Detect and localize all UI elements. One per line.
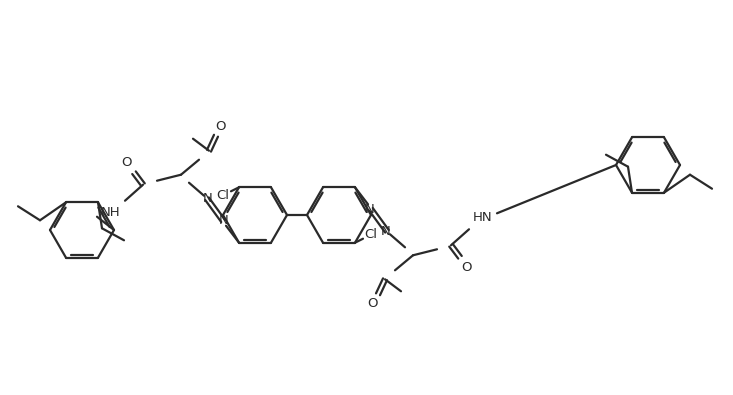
- Text: N: N: [203, 192, 213, 205]
- Text: N: N: [219, 214, 229, 227]
- Text: N: N: [381, 225, 391, 238]
- Text: O: O: [216, 120, 226, 133]
- Text: NH: NH: [101, 206, 121, 219]
- Text: N: N: [365, 203, 375, 216]
- Text: Cl: Cl: [364, 228, 377, 241]
- Text: HN: HN: [474, 211, 493, 224]
- Text: O: O: [122, 156, 132, 169]
- Text: Cl: Cl: [216, 189, 229, 202]
- Text: O: O: [462, 261, 472, 274]
- Text: O: O: [368, 297, 378, 310]
